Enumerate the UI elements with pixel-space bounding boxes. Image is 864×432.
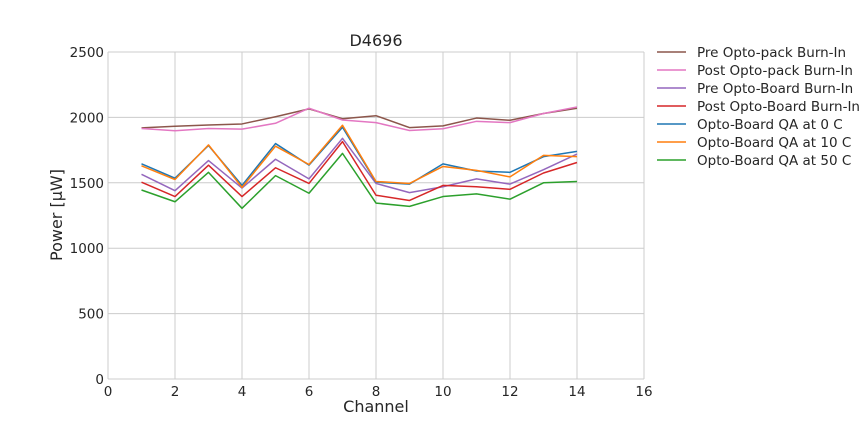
series-line xyxy=(141,107,578,129)
series-lines xyxy=(141,106,578,210)
x-tick-label: 16 xyxy=(635,384,652,400)
x-tick-label: 6 xyxy=(305,384,314,400)
x-tick-label: 0 xyxy=(104,384,113,400)
x-tick-label: 8 xyxy=(372,384,381,400)
series-line xyxy=(141,106,578,132)
legend-label: Post Opto-pack Burn-In xyxy=(697,63,853,79)
legend-label: Opto-Board QA at 50 C xyxy=(697,153,851,169)
x-tick-label: 14 xyxy=(568,384,585,400)
series-line xyxy=(141,124,578,189)
legend-label: Pre Opto-pack Burn-In xyxy=(697,45,846,61)
y-tick-label: 0 xyxy=(95,372,104,388)
y-tick-label: 1500 xyxy=(70,176,104,192)
legend-label: Pre Opto-Board Burn-In xyxy=(697,81,853,97)
legend-label: Opto-Board QA at 10 C xyxy=(697,135,851,151)
legend-label: Post Opto-Board Burn-In xyxy=(697,99,860,115)
y-axis-label: Power [μW] xyxy=(47,169,66,261)
y-tick-label: 1000 xyxy=(70,241,104,257)
y-tick-label: 2000 xyxy=(70,110,104,126)
series-line xyxy=(141,152,578,210)
y-tick-label: 2500 xyxy=(70,45,104,61)
x-tick-labels: 0 2 4 6 8 10 12 14 16 xyxy=(104,384,653,400)
x-axis-label: Channel xyxy=(343,397,409,416)
series-line xyxy=(141,140,578,202)
x-tick-label: 2 xyxy=(171,384,180,400)
x-tick-label: 10 xyxy=(434,384,451,400)
x-tick-label: 12 xyxy=(501,384,518,400)
legend-label: Opto-Board QA at 0 C xyxy=(697,117,843,133)
y-tick-labels: 0 500 1000 1500 2000 2500 xyxy=(70,45,104,388)
chart-title: D4696 xyxy=(349,31,402,50)
grid-lines xyxy=(107,51,645,380)
legend: Pre Opto-pack Burn-In Post Opto-pack Burn… xyxy=(657,45,860,169)
x-tick-label: 4 xyxy=(238,384,247,400)
y-tick-label: 500 xyxy=(78,307,104,323)
series-line xyxy=(141,137,578,194)
